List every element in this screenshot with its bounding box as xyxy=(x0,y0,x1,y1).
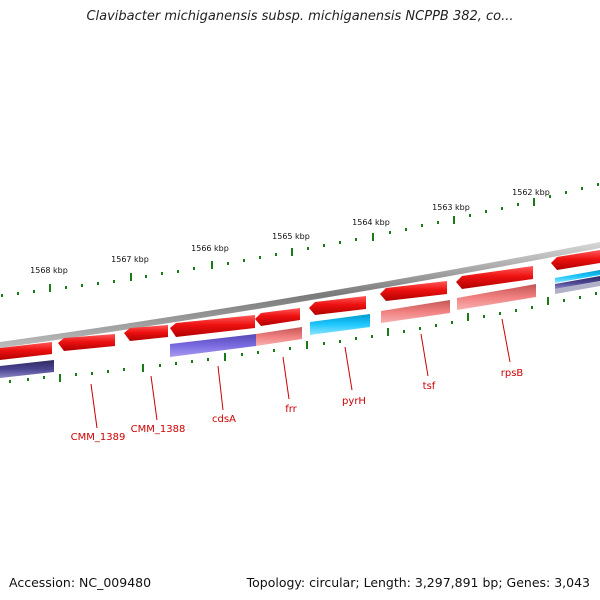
gene-arrow xyxy=(0,342,52,360)
gene-label: frr xyxy=(285,404,297,415)
map-title: Clavibacter michiganensis subsp. michiga… xyxy=(86,9,514,24)
gene-label: pyrH xyxy=(342,396,366,407)
cog-block xyxy=(0,360,54,378)
cog-block xyxy=(310,314,370,335)
cog-block xyxy=(170,334,256,357)
kbp-label: 1565 kbp xyxy=(272,232,310,241)
cog-block xyxy=(555,270,600,283)
inner-tick-ring xyxy=(9,292,597,383)
gene-arrow xyxy=(456,266,533,289)
kbp-label: 1564 kbp xyxy=(352,218,390,227)
gene-arrow xyxy=(380,281,447,301)
gene-labels: CMM_1389 CMM_1388 cdsA frr pyrH tsf rpsB xyxy=(71,368,524,443)
genome-stats-text: Topology: circular; Length: 3,297,891 bp… xyxy=(246,575,590,590)
kbp-label: 1562 kbp xyxy=(512,188,550,197)
kbp-label: 1563 kbp xyxy=(432,203,470,212)
gene-label: CMM_1389 xyxy=(71,432,126,443)
kbp-label: 1568 kbp xyxy=(30,266,68,275)
cog-block xyxy=(457,284,536,310)
cog-block xyxy=(256,327,302,346)
genome-backbone xyxy=(0,242,600,348)
gene-arrow xyxy=(551,250,600,270)
gene-arrow xyxy=(309,296,366,315)
gene-label: CMM_1388 xyxy=(131,424,186,435)
kbp-label: 1566 kbp xyxy=(191,244,229,253)
kbp-scale-labels: 1568 kbp 1567 kbp 1566 kbp 1565 kbp 1564… xyxy=(30,188,550,275)
gene-label: tsf xyxy=(423,381,436,392)
gene-arrow xyxy=(58,334,115,351)
cog-block xyxy=(555,281,600,294)
gene-arrow xyxy=(124,325,168,341)
gene-arrow xyxy=(255,308,300,326)
cog-block xyxy=(555,276,600,289)
kbp-label: 1567 kbp xyxy=(111,255,149,264)
gene-label: cdsA xyxy=(212,414,236,425)
accession-text: Accession: NC_009480 xyxy=(9,575,152,590)
gene-arrow xyxy=(170,315,255,337)
cog-track xyxy=(0,270,600,378)
outer-tick-ring xyxy=(1,183,599,297)
cog-block xyxy=(381,300,450,323)
gene-label-leaders xyxy=(90,318,511,429)
cds-track xyxy=(0,250,600,360)
gene-label: rpsB xyxy=(501,368,524,379)
